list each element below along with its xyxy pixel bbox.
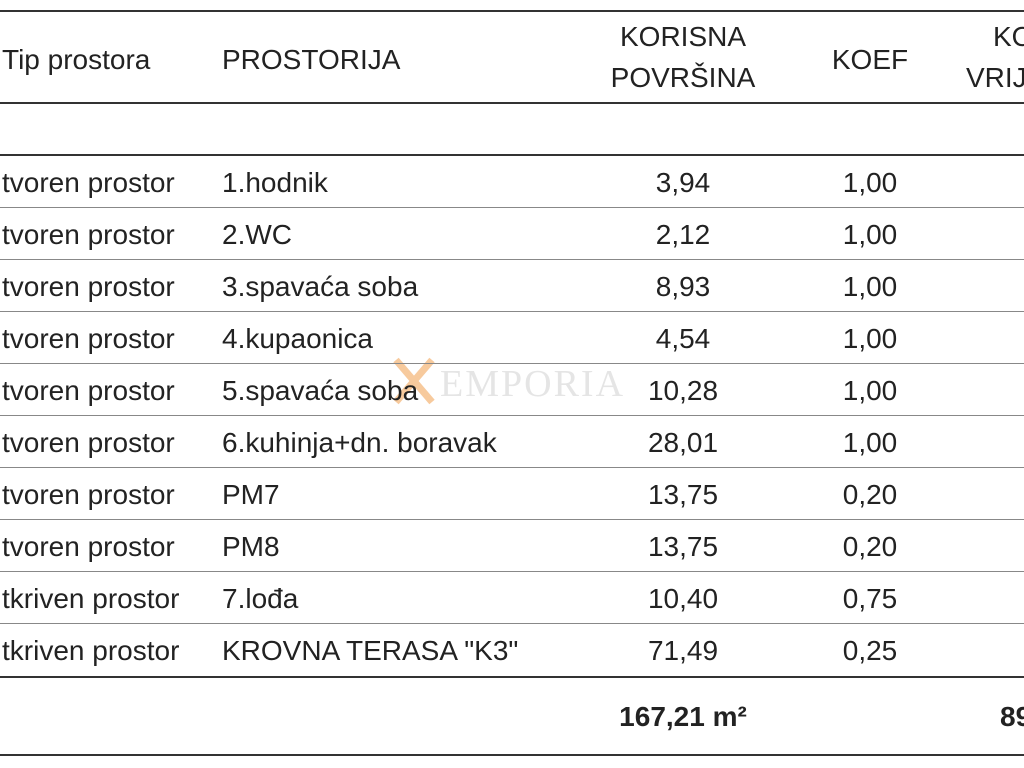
coefficient: 0,75 (842, 583, 898, 614)
room-name: 4.kupaonica (222, 323, 374, 354)
coefficient: 0,20 (842, 531, 898, 562)
row-border (0, 519, 1024, 520)
space-type: tkriven prostor (2, 583, 180, 614)
total-border (0, 676, 1024, 678)
table-bottom-border (0, 754, 1024, 756)
usable-area: 10,40 (647, 583, 719, 614)
header-cell: Tip prostora (2, 44, 151, 75)
total-value: 89 (1000, 701, 1024, 732)
space-type: tvoren prostor (2, 271, 175, 302)
total-area: 167,21 m² (619, 701, 747, 732)
header-cell: VRIJ (966, 62, 1024, 93)
space-type: tvoren prostor (2, 323, 175, 354)
header-cell: KORISNA (619, 21, 747, 52)
space-type: tvoren prostor (2, 427, 175, 458)
row-border (0, 623, 1024, 624)
room-name: 3.spavaća soba (222, 271, 419, 302)
header-cell: KO (993, 21, 1024, 52)
space-type: tvoren prostor (2, 531, 175, 562)
header-border (0, 154, 1024, 156)
coefficient: 1,00 (842, 271, 898, 302)
space-type: tvoren prostor (2, 479, 175, 510)
usable-area: 13,75 (647, 531, 719, 562)
room-name: KROVNA TERASA "K3" (222, 635, 519, 666)
usable-area: 2,12 (655, 219, 711, 250)
space-type: tvoren prostor (2, 219, 175, 250)
row-border (0, 415, 1024, 416)
row-border (0, 207, 1024, 208)
space-type: tkriven prostor (2, 635, 180, 666)
room-name: PM8 (222, 531, 280, 562)
usable-area: 4,54 (655, 323, 711, 354)
row-border (0, 311, 1024, 312)
watermark-logo (393, 357, 435, 405)
coefficient: 0,25 (842, 635, 898, 666)
room-name: 7.lođa (222, 583, 299, 614)
coefficient: 1,00 (842, 167, 898, 198)
space-type: tvoren prostor (2, 167, 175, 198)
coefficient: 1,00 (842, 323, 898, 354)
coefficient: 1,00 (842, 375, 898, 406)
room-name: 1.hodnik (222, 167, 328, 198)
usable-area: 10,28 (647, 375, 719, 406)
header-cell: KOEF (831, 44, 909, 75)
room-name: 5.spavaća soba (222, 375, 419, 406)
row-border (0, 363, 1024, 364)
usable-area: 3,94 (655, 167, 711, 198)
watermark: EMPORIA (440, 363, 626, 405)
row-border (0, 259, 1024, 260)
row-border (0, 571, 1024, 572)
coefficient: 1,00 (842, 427, 898, 458)
usable-area: 28,01 (647, 427, 719, 458)
row-border (0, 467, 1024, 468)
room-name: PM7 (222, 479, 280, 510)
usable-area: 13,75 (647, 479, 719, 510)
coefficient: 0,20 (842, 479, 898, 510)
space-type: tvoren prostor (2, 375, 175, 406)
table-top-border (0, 10, 1024, 12)
room-name: 6.kuhinja+dn. boravak (222, 427, 497, 458)
header-cell: PROSTORIJA (222, 44, 401, 75)
header-border (0, 102, 1024, 104)
room-name: 2.WC (222, 219, 292, 250)
usable-area: 8,93 (655, 271, 711, 302)
header-cell: POVRŠINA (610, 62, 756, 93)
coefficient: 1,00 (842, 219, 898, 250)
usable-area: 71,49 (647, 635, 719, 666)
